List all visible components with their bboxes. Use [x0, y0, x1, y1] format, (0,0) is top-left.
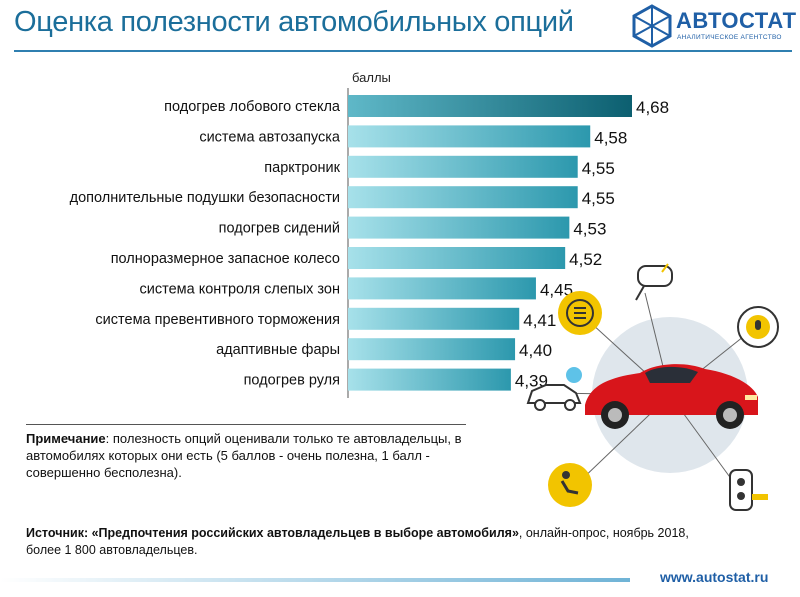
unit-label: баллы: [352, 70, 391, 85]
mirror-icon: [635, 263, 673, 301]
value-label: 4,40: [519, 341, 552, 360]
category-label: полноразмерное запасное колесо: [111, 251, 340, 267]
category-label: система автозапуска: [199, 129, 341, 145]
bar: [348, 338, 516, 361]
bar: [348, 216, 570, 239]
source-text: , онлайн-опрос, ноябрь 2018, более 1 800…: [26, 526, 689, 557]
key-fob-icon: [729, 469, 768, 511]
logo-subtext: АНАЛИТИЧЕСКОЕ АГЕНТСТВО: [677, 34, 782, 41]
category-label: парктроник: [264, 160, 340, 176]
category-label: подогрев руля: [244, 373, 340, 389]
category-label: подогрев сидений: [219, 221, 340, 237]
logo-text: АВТОСТАТ: [676, 8, 797, 33]
note: Примечание: полезность опций оценивали т…: [26, 430, 486, 481]
source-title: «Предпочтения российских автовладельцев …: [91, 526, 519, 540]
autostat-logo: АВТОСТАТ АНАЛИТИЧЕСКОЕ АГЕНТСТВО: [632, 4, 796, 50]
note-divider: [26, 424, 466, 425]
value-label: 4,68: [636, 98, 669, 117]
bar: [348, 186, 578, 209]
airbag-icon: [548, 463, 592, 507]
bar: [348, 277, 536, 300]
page-title: Оценка полезности автомобильных опций: [14, 6, 574, 38]
category-label: подогрев лобового стекла: [164, 99, 341, 115]
start-button-icon: [737, 306, 779, 348]
value-label: 4,53: [573, 220, 606, 239]
bar: [348, 247, 566, 269]
logo-emblem-icon: [632, 4, 672, 48]
bar: [348, 155, 578, 178]
title-divider: [14, 50, 792, 52]
bar: [348, 368, 511, 391]
bar: [348, 307, 520, 330]
note-text: : полезность опций оценивали только те а…: [26, 431, 462, 480]
category-label: система контроля слепых зон: [140, 281, 340, 297]
value-label: 4,55: [582, 189, 615, 208]
value-label: 4,55: [582, 159, 615, 178]
value-label: 4,39: [515, 372, 548, 391]
value-label: 4,41: [523, 311, 556, 330]
source: Источник: «Предпочтения российских автов…: [26, 525, 726, 559]
note-label: Примечание: [26, 431, 106, 446]
footer-url[interactable]: www.autostat.ru: [660, 569, 769, 585]
climate-car-icon: [526, 367, 582, 411]
bar-chart: подогрев лобового стекла 4,68 система авто…: [70, 88, 669, 398]
value-label: 4,52: [569, 250, 602, 269]
category-label: адаптивные фары: [216, 342, 340, 358]
fog-light-icon: [558, 291, 602, 335]
source-label: Источник:: [26, 526, 92, 540]
bar: [348, 125, 591, 148]
value-label: 4,58: [594, 128, 627, 147]
category-label: система превентивного торможения: [95, 312, 340, 328]
category-label: дополнительные подушки безопасности: [70, 190, 340, 206]
red-sports-car-icon: [585, 364, 758, 429]
footer-bar: [0, 578, 630, 582]
car-options-illustration: [526, 263, 779, 511]
bar: [348, 95, 632, 117]
value-label: 4,45: [540, 280, 573, 299]
